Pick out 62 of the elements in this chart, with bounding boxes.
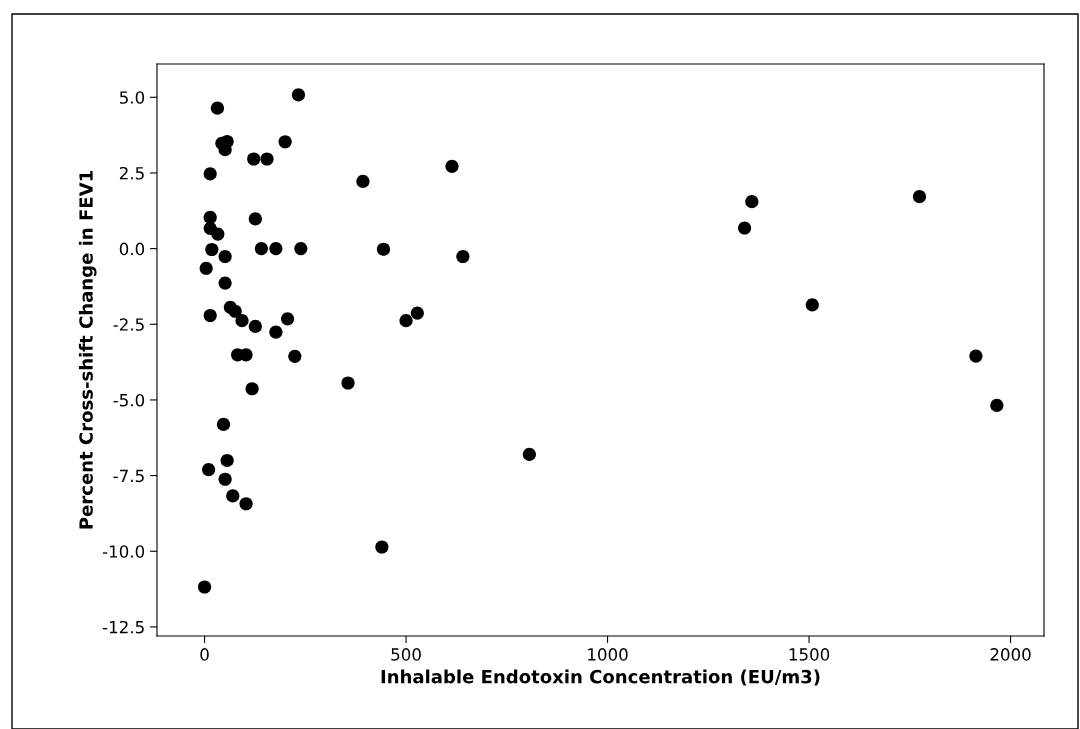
point bbox=[969, 349, 983, 363]
point bbox=[218, 472, 232, 486]
point bbox=[199, 261, 213, 275]
point bbox=[210, 101, 225, 115]
point bbox=[341, 376, 355, 390]
x-axis-title: Inhalable Endotoxin Concentration (EU/m3) bbox=[381, 669, 820, 686]
point bbox=[211, 227, 225, 241]
point bbox=[375, 540, 389, 554]
y-tick-label: 0.0 bbox=[119, 242, 145, 256]
y-axis-title: Percent Cross-shift Change in FEV1 bbox=[78, 171, 97, 529]
y-tick-label: -2.5 bbox=[113, 318, 144, 331]
x-tick-label: 0 bbox=[200, 648, 209, 661]
x-tick-label: 2000 bbox=[990, 648, 1031, 661]
point bbox=[805, 298, 819, 312]
point bbox=[245, 382, 259, 396]
y-tick-label: -5.0 bbox=[113, 393, 145, 407]
point bbox=[202, 462, 216, 477]
x-tick-label: 1500 bbox=[789, 648, 830, 661]
y-tick-label: -10.0 bbox=[102, 545, 145, 558]
point bbox=[376, 242, 391, 256]
y-tick-label: 2.5 bbox=[119, 166, 144, 180]
point bbox=[912, 189, 927, 204]
point bbox=[294, 242, 308, 256]
point bbox=[220, 453, 234, 468]
x-tick-label: 1000 bbox=[588, 648, 628, 661]
point bbox=[278, 135, 292, 149]
point bbox=[737, 221, 752, 235]
point bbox=[269, 325, 283, 339]
point bbox=[218, 249, 232, 264]
point bbox=[247, 152, 261, 166]
y-tick-label: 5.0 bbox=[119, 91, 145, 104]
point bbox=[445, 159, 459, 173]
x-tick-label: 500 bbox=[391, 648, 421, 661]
y-tick-label: -12.5 bbox=[102, 620, 144, 634]
point bbox=[239, 497, 253, 511]
point bbox=[280, 312, 295, 326]
point bbox=[216, 417, 231, 432]
point bbox=[745, 195, 759, 209]
point bbox=[399, 314, 413, 328]
point bbox=[522, 447, 536, 461]
point bbox=[248, 319, 262, 333]
point bbox=[456, 249, 470, 264]
point bbox=[203, 167, 217, 181]
point bbox=[203, 308, 217, 323]
point bbox=[203, 210, 217, 225]
point bbox=[239, 348, 253, 362]
point bbox=[235, 314, 249, 328]
point bbox=[288, 349, 302, 363]
point bbox=[228, 304, 242, 318]
point bbox=[260, 152, 274, 166]
y-tick-label: -7.5 bbox=[113, 469, 144, 483]
point bbox=[410, 306, 424, 320]
point bbox=[990, 398, 1004, 412]
point bbox=[205, 242, 219, 257]
point bbox=[269, 242, 283, 256]
point bbox=[248, 212, 262, 226]
point bbox=[218, 276, 232, 290]
point bbox=[226, 489, 240, 503]
point bbox=[197, 580, 212, 594]
point bbox=[254, 242, 268, 256]
point bbox=[356, 174, 370, 189]
point bbox=[291, 88, 306, 102]
